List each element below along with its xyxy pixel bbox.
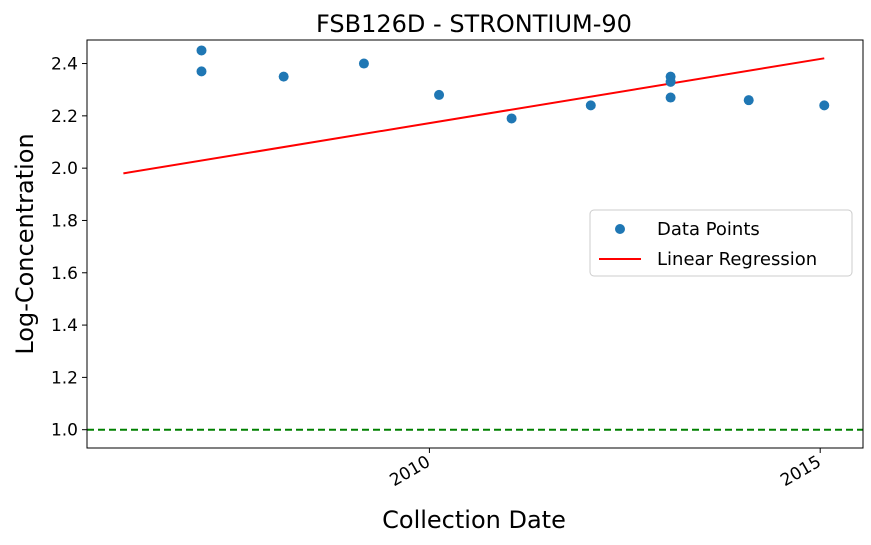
data-point (819, 100, 830, 111)
x-tick-label: 2010 (386, 452, 433, 491)
x-tick-label: 2015 (777, 452, 824, 491)
data-points-layer (196, 45, 830, 124)
y-tick-label: 1.0 (51, 421, 78, 441)
data-point (196, 66, 207, 77)
y-tick-label: 2.4 (51, 55, 78, 75)
legend-label-linear-regression: Linear Regression (657, 249, 817, 270)
data-point (434, 89, 445, 100)
regression-line (123, 57, 825, 175)
data-point (665, 76, 676, 87)
y-axis-ticks: 1.0 1.2 1.4 1.6 1.8 2.0 2.2 2.4 (51, 55, 87, 441)
y-axis-label: Log-Concentration (11, 133, 39, 354)
legend-label-data-points: Data Points (657, 219, 760, 240)
data-point (506, 113, 517, 124)
plot-frame (86, 39, 864, 449)
data-point (278, 71, 289, 82)
y-tick-label: 2.0 (51, 159, 78, 179)
y-tick-label: 1.4 (51, 316, 78, 336)
x-axis-ticks: 2010 2015 (386, 448, 825, 491)
data-point (358, 58, 369, 69)
data-point (665, 92, 676, 103)
y-tick-label: 1.8 (51, 211, 78, 231)
y-tick-label: 1.6 (51, 264, 78, 284)
y-tick-label: 2.2 (51, 107, 78, 127)
legend: Data Points Linear Regression (589, 209, 853, 277)
legend-box (589, 209, 853, 277)
chart-title: FSB126D - STRONTIUM-90 (316, 10, 632, 38)
data-point (585, 100, 596, 111)
legend-marker-data-points (615, 224, 625, 234)
x-axis-label: Collection Date (382, 506, 566, 534)
data-point (196, 45, 207, 56)
data-point (743, 95, 754, 106)
regression-line-layer (123, 57, 825, 175)
y-tick-label: 1.2 (51, 368, 78, 388)
